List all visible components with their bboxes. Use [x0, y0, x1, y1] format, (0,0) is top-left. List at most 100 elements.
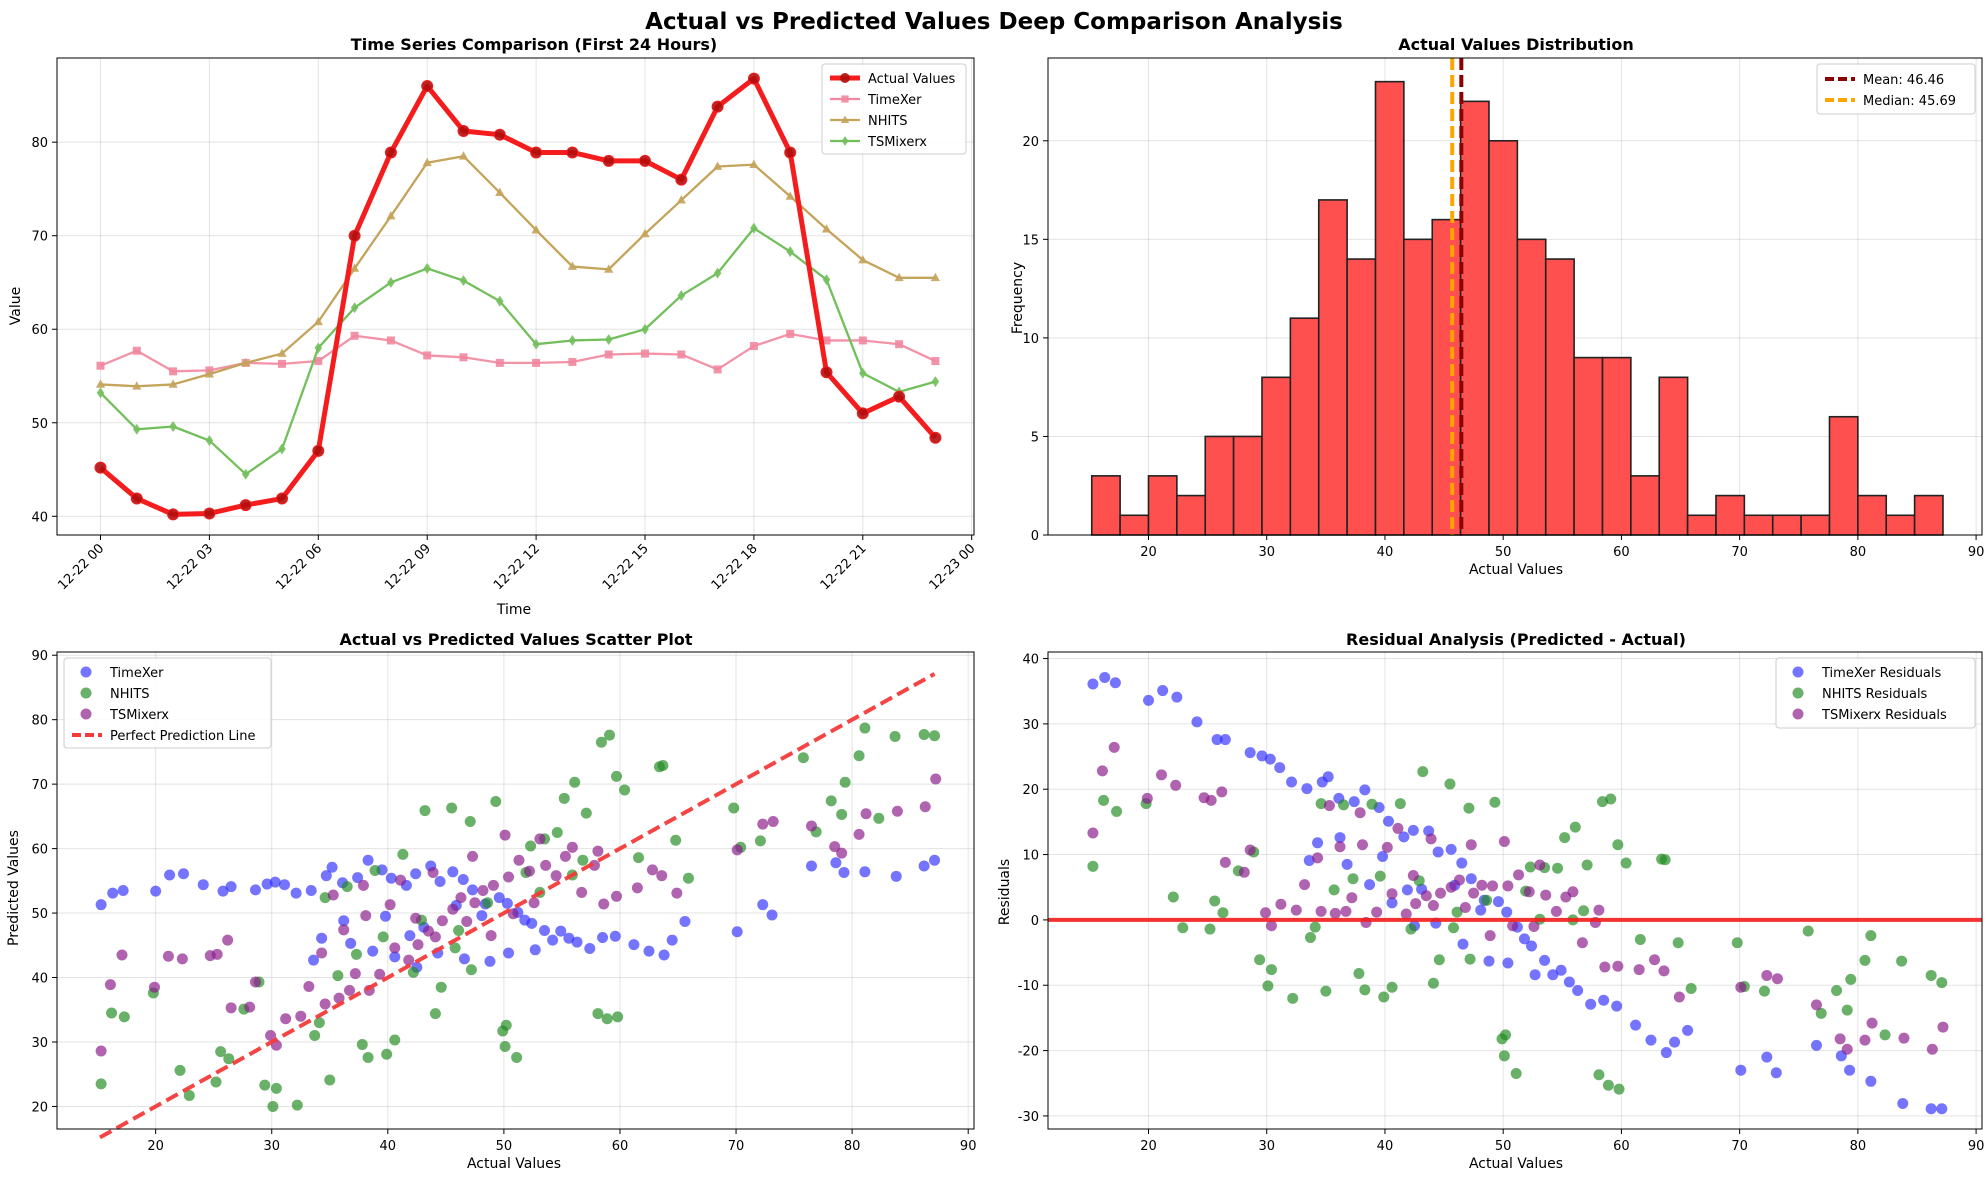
scatter-point — [404, 930, 416, 942]
data-point — [532, 338, 540, 350]
scatter-point — [1445, 843, 1457, 855]
scatter-point — [1682, 1024, 1694, 1036]
scatter-point — [873, 812, 885, 824]
scatter-point — [836, 808, 848, 820]
scatter-point — [628, 939, 640, 951]
scatter-point — [249, 884, 261, 896]
scatter-point — [389, 1034, 401, 1046]
data-point — [641, 323, 649, 335]
scatter-point — [279, 879, 291, 891]
scatter-point — [1859, 1034, 1871, 1046]
scatter-point — [1465, 873, 1477, 885]
scatter-point — [657, 759, 669, 771]
data-point — [604, 334, 613, 345]
scatter-point — [457, 874, 469, 886]
scatter-point — [1487, 880, 1499, 892]
scatter-point — [210, 1076, 222, 1088]
data-point — [676, 195, 686, 204]
scatter-point — [95, 899, 107, 911]
scatter-point — [106, 1007, 118, 1019]
scatter-point — [610, 890, 622, 902]
histogram-bar — [1119, 514, 1150, 536]
y-tick-label: 20 — [1022, 135, 1039, 150]
scatter-point — [117, 885, 129, 896]
scatter-point — [377, 931, 389, 943]
scatter-point — [598, 898, 610, 910]
scatter-point — [429, 931, 441, 943]
scatter-point — [429, 1008, 441, 1020]
scatter-point — [477, 885, 489, 896]
scatter-point — [1645, 1034, 1657, 1046]
scatter-point — [349, 968, 361, 980]
histogram-bar — [1374, 80, 1405, 536]
scatter-point — [610, 770, 622, 782]
scatter-point — [830, 857, 842, 869]
scatter-point — [918, 729, 930, 741]
scatter-point — [1254, 954, 1266, 966]
scatter-point — [1465, 839, 1477, 851]
scatter-point — [528, 897, 540, 909]
scatter-point — [1735, 1064, 1747, 1076]
scatter-point — [728, 802, 740, 814]
scatter-point — [757, 818, 769, 830]
scatter-point — [1386, 888, 1398, 900]
scatter-point — [1322, 771, 1334, 783]
scatter-point — [1611, 1000, 1623, 1012]
series-line — [99, 227, 936, 476]
scatter-point — [1265, 964, 1277, 976]
data-point — [895, 340, 904, 349]
scatter-point — [1417, 766, 1429, 778]
scatter-point — [291, 1099, 303, 1111]
scatter-point — [658, 949, 670, 961]
histogram-bar — [1289, 317, 1320, 536]
scatter-point — [1593, 1069, 1605, 1081]
data-point — [169, 421, 177, 432]
scatter-point — [555, 925, 567, 937]
scatter-point — [1374, 870, 1386, 882]
scatter-point — [805, 820, 817, 832]
scatter-point — [1386, 897, 1398, 909]
data-point — [639, 154, 651, 167]
scatter-point — [1463, 802, 1475, 814]
data-point — [386, 211, 396, 220]
scatter-point — [1338, 799, 1350, 811]
scatter-point — [316, 932, 328, 944]
data-point — [785, 191, 795, 200]
scatter-point — [930, 773, 942, 785]
data-point — [677, 290, 686, 302]
scatter-point — [576, 886, 588, 898]
scatter-point — [1098, 794, 1110, 806]
scatter-point — [249, 976, 261, 988]
scatter-point — [1810, 999, 1822, 1011]
scatter-point — [929, 854, 941, 866]
scatter-point — [1937, 1021, 1949, 1033]
scatter-point — [1427, 977, 1439, 989]
scatter-point — [1552, 862, 1564, 874]
scatter-point — [566, 841, 578, 853]
scatter-point — [447, 866, 459, 878]
legend-label: Actual Values — [868, 72, 956, 87]
scatter-point — [1585, 998, 1597, 1010]
histogram-bar — [1403, 238, 1434, 536]
data-point — [822, 274, 831, 286]
x-tick-label: 12-22 03 — [164, 541, 216, 593]
x-tick-label: 60 — [1613, 545, 1630, 560]
scatter-point — [1925, 969, 1937, 981]
y-tick-label: 50 — [31, 417, 48, 432]
data-point — [459, 275, 468, 287]
scatter-point — [303, 981, 315, 993]
scatter-point — [1155, 769, 1167, 781]
scatter-point — [551, 826, 563, 838]
plot-frame — [1047, 57, 1983, 536]
scatter-point — [1312, 852, 1324, 864]
scatter-point — [436, 915, 448, 927]
histogram-bar — [1573, 356, 1604, 536]
x-tick-label: 12-22 12 — [491, 541, 543, 593]
y-tick-label: 70 — [31, 778, 48, 793]
scatter-point — [1211, 734, 1223, 746]
scatter-point — [825, 795, 837, 807]
scatter-point — [550, 870, 562, 882]
data-point — [168, 379, 178, 388]
scatter-point — [1612, 960, 1624, 972]
histogram-bar — [1828, 415, 1859, 536]
